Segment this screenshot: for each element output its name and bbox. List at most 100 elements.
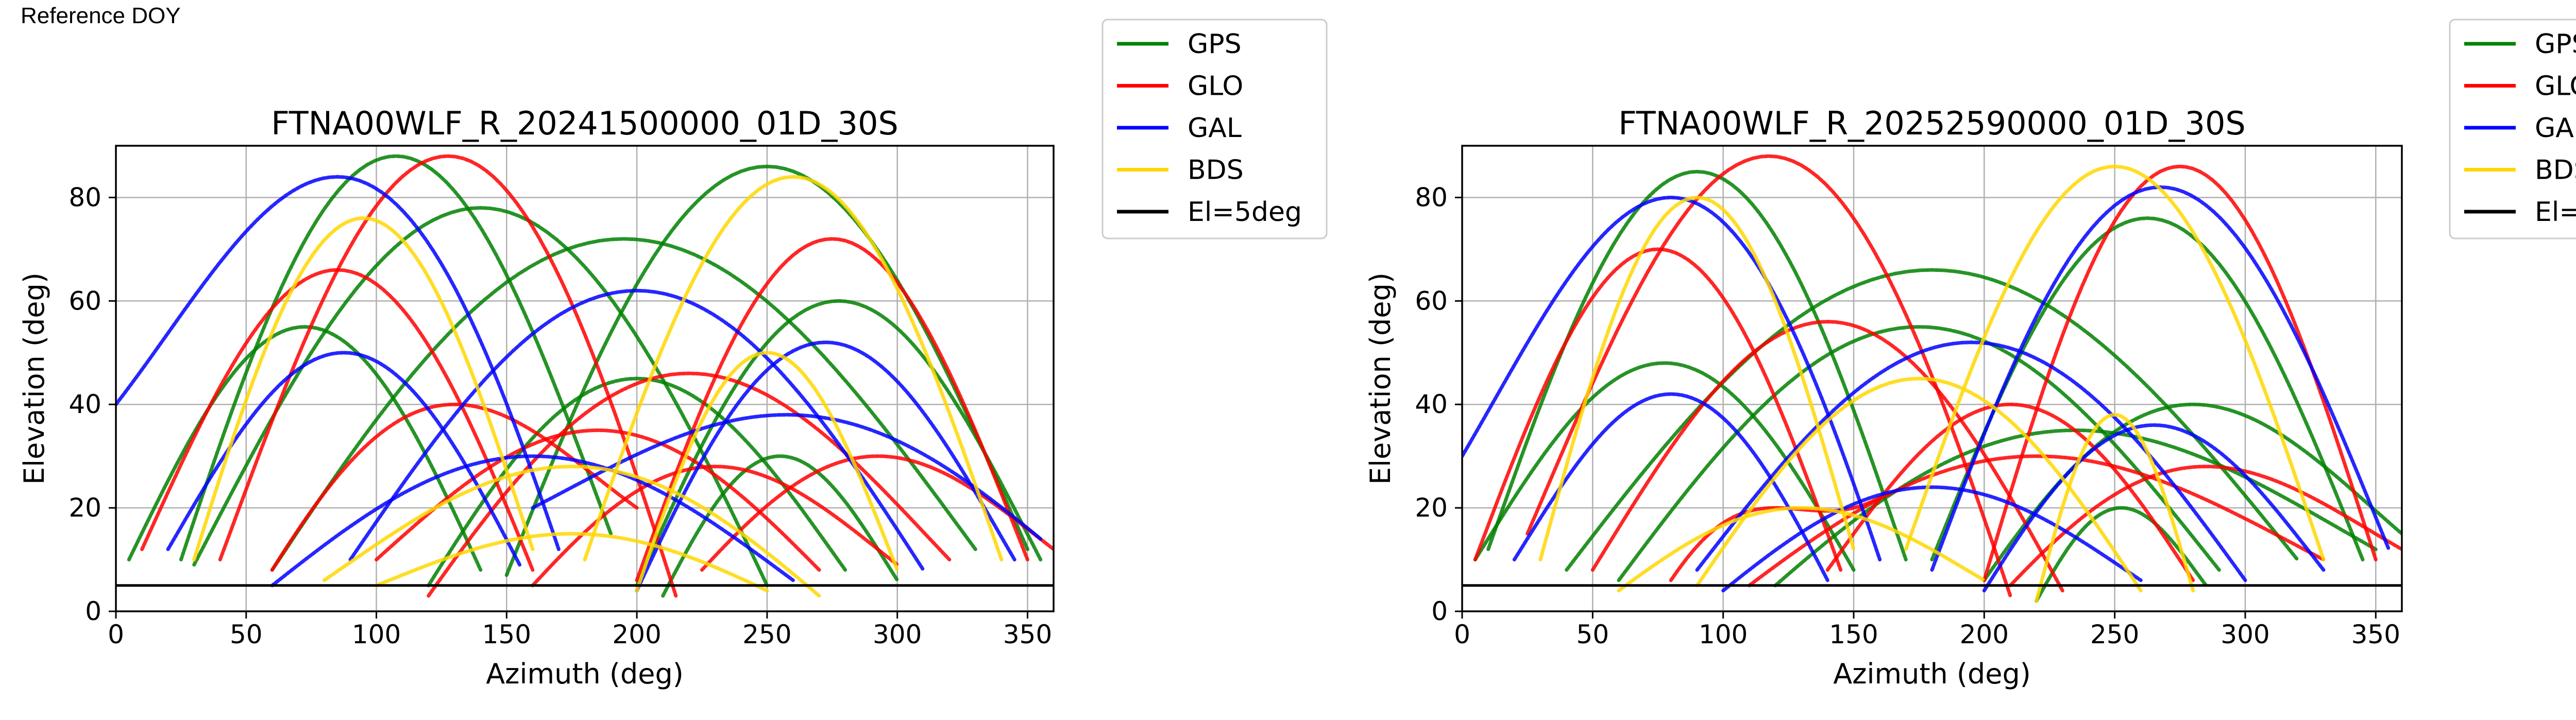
track-bds	[583, 175, 1004, 562]
track-gps	[270, 237, 977, 572]
track-glo	[1825, 402, 2195, 582]
track-glo	[1473, 247, 1843, 572]
x-tick-label: 50	[1577, 620, 1609, 649]
x-tick-label: 300	[873, 620, 922, 649]
legend-box	[1101, 19, 1328, 239]
track-glo	[531, 465, 900, 588]
legend-label: BDS	[1188, 155, 1244, 186]
track-bds	[1695, 376, 2143, 593]
legend-label: GAL	[2535, 113, 2576, 144]
track-bds	[192, 216, 535, 562]
track-glo	[427, 371, 952, 598]
track-bds	[635, 351, 900, 593]
legend-label: GLO	[2535, 71, 2576, 102]
y-axis-label: Elevation (deg)	[1364, 272, 1397, 485]
track-bds	[1538, 195, 1856, 562]
track-glo	[375, 428, 821, 572]
plot-area	[116, 154, 1054, 598]
series-bds	[1538, 164, 2326, 603]
x-tick-label: 100	[352, 620, 401, 649]
track-glo	[218, 154, 678, 598]
chart-panel-right: 0 50 100 150 200 250 300 350 0 20 40 60 80 FTNA00WLF_…	[1364, 19, 2576, 690]
track-glo	[1590, 319, 2064, 593]
plot-frame	[1461, 145, 2403, 612]
track-bds	[2035, 413, 2195, 603]
series-gal	[116, 175, 1043, 593]
track-glo	[1526, 154, 2012, 598]
legend-label: GPS	[1188, 29, 1242, 60]
y-tick-label: 80	[69, 182, 101, 212]
y-tick-label: 20	[1415, 493, 1448, 523]
track-bds	[1904, 164, 2326, 562]
series-bds	[192, 175, 1004, 598]
y-tick-label: 40	[1415, 389, 1448, 419]
track-glo	[2008, 465, 2402, 588]
chart-title: FTNA00WLF_R_20252590000_01D_30S	[1618, 105, 2246, 142]
plot-area	[1462, 154, 2402, 603]
series-gps	[127, 154, 1043, 598]
y-tick-label: 80	[1415, 182, 1448, 212]
track-gps	[192, 205, 769, 588]
legend-label: El=5deg	[2535, 197, 2576, 228]
plot-frame	[115, 145, 1055, 612]
track-gal	[1721, 485, 2143, 593]
x-tick-label: 300	[2221, 620, 2269, 649]
x-tick-label: 100	[1699, 620, 1748, 649]
x-tick-label: 150	[1829, 620, 1878, 649]
track-gps	[1473, 361, 1856, 572]
x-tick-label: 250	[2090, 620, 2139, 649]
series-glo	[140, 154, 1054, 598]
track-gal	[270, 454, 795, 588]
legend-label: GLO	[1188, 71, 1243, 102]
track-gps	[1565, 268, 2299, 572]
legend: GPS GLO GAL BDS El=5deg	[1101, 19, 1328, 239]
track-gal	[1462, 195, 1882, 562]
legend-label: GPS	[2535, 29, 2576, 60]
x-tick-label: 250	[742, 620, 791, 649]
track-gal	[635, 340, 1016, 593]
track-gal	[116, 175, 561, 551]
x-axis-label: Azimuth (deg)	[1833, 658, 2031, 690]
track-gps	[2035, 506, 2208, 603]
y-tick-label: 20	[69, 493, 101, 523]
x-tick-label: 0	[108, 620, 124, 649]
legend-label: BDS	[2535, 155, 2576, 186]
chart-title: FTNA00WLF_R_20241500000_01D_30S	[271, 105, 899, 142]
legend: GPS GLO GAL BDS El=5deg	[2449, 19, 2576, 239]
x-tick-label: 50	[230, 620, 263, 649]
y-tick-label: 0	[1431, 596, 1448, 626]
track-gal	[1512, 392, 1829, 582]
reference-doy-label: Reference DOY	[21, 3, 181, 28]
x-tick-label: 0	[1454, 620, 1470, 649]
track-glo	[1747, 454, 2326, 588]
track-glo	[635, 237, 1029, 582]
track-gps	[179, 154, 613, 562]
track-gal	[1695, 340, 2247, 582]
y-tick-label: 40	[69, 389, 101, 419]
track-bds	[375, 532, 769, 593]
chart-panel-left: 0 50 100 150 200 250 300 350 0 20 40 60 80 FTNA00WLF_…	[18, 19, 1328, 690]
x-tick-label: 350	[2351, 620, 2400, 649]
track-gps	[504, 164, 1029, 577]
x-tick-label: 200	[612, 620, 661, 649]
legend-label: El=5deg	[1188, 197, 1302, 228]
track-gps	[127, 325, 483, 572]
y-axis-label: Elevation (deg)	[18, 272, 50, 485]
track-gal	[1930, 185, 2391, 572]
y-tick-label: 60	[69, 286, 101, 316]
track-gps	[661, 454, 900, 598]
track-gal	[348, 288, 925, 572]
track-gal	[1982, 423, 2326, 593]
track-bds	[322, 465, 821, 598]
track-bds	[1617, 506, 1986, 593]
track-gps	[1617, 325, 2221, 582]
track-gps	[635, 299, 1043, 588]
x-tick-label: 200	[1960, 620, 2009, 649]
y-tick-label: 60	[1415, 286, 1448, 316]
legend-label: GAL	[1188, 113, 1242, 144]
x-axis-label: Azimuth (deg)	[486, 658, 684, 690]
y-tick-label: 0	[85, 596, 101, 626]
x-tick-label: 150	[482, 620, 531, 649]
x-tick-label: 350	[1003, 620, 1052, 649]
